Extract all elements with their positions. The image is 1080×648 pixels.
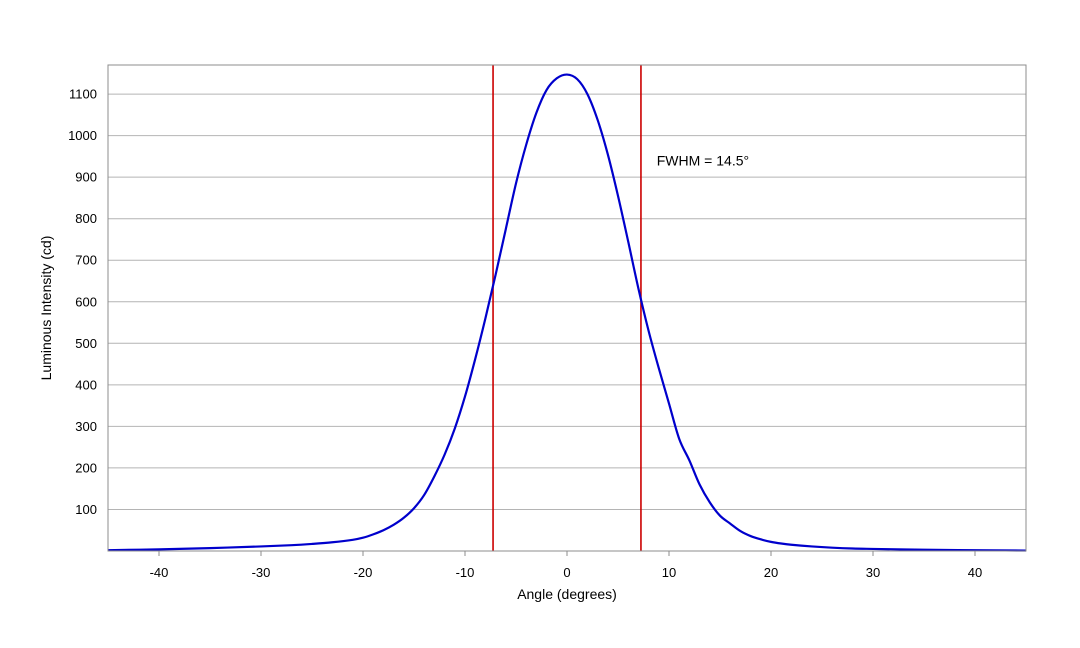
y-tick-label: 400 bbox=[75, 377, 97, 392]
x-tick-label: -20 bbox=[354, 565, 373, 580]
y-tick-label: 600 bbox=[75, 294, 97, 309]
y-tick-label: 300 bbox=[75, 419, 97, 434]
x-tick-label: 30 bbox=[866, 565, 880, 580]
y-tick-label: 800 bbox=[75, 211, 97, 226]
fwhm-annotation: FWHM = 14.5° bbox=[657, 153, 749, 169]
intensity-curve bbox=[107, 73, 1027, 552]
gridlines bbox=[108, 93, 1026, 510]
x-tick-label: -30 bbox=[252, 565, 271, 580]
y-tick-label: 200 bbox=[75, 460, 97, 475]
y-tick-label: 500 bbox=[75, 336, 97, 351]
x-tick-label: 10 bbox=[662, 565, 676, 580]
y-tick-label: 100 bbox=[75, 502, 97, 517]
series-layer bbox=[107, 73, 1027, 552]
fwhm-markers bbox=[492, 65, 642, 551]
x-tick-label: 40 bbox=[968, 565, 982, 580]
x-tick-label: -10 bbox=[456, 565, 475, 580]
y-tick-label: 1100 bbox=[69, 87, 97, 102]
y-tick-label: 700 bbox=[75, 253, 97, 268]
x-tick-label: 0 bbox=[563, 565, 570, 580]
y-axis-title: Luminous Intensity (cd) bbox=[38, 236, 54, 381]
x-tick-label: 20 bbox=[764, 565, 778, 580]
y-tick-label: 900 bbox=[75, 170, 97, 185]
plot-frame bbox=[107, 64, 1027, 552]
x-tick-label: -40 bbox=[150, 565, 169, 580]
x-axis-title: Angle (degrees) bbox=[517, 586, 617, 602]
y-tick-label: 1000 bbox=[68, 128, 97, 143]
